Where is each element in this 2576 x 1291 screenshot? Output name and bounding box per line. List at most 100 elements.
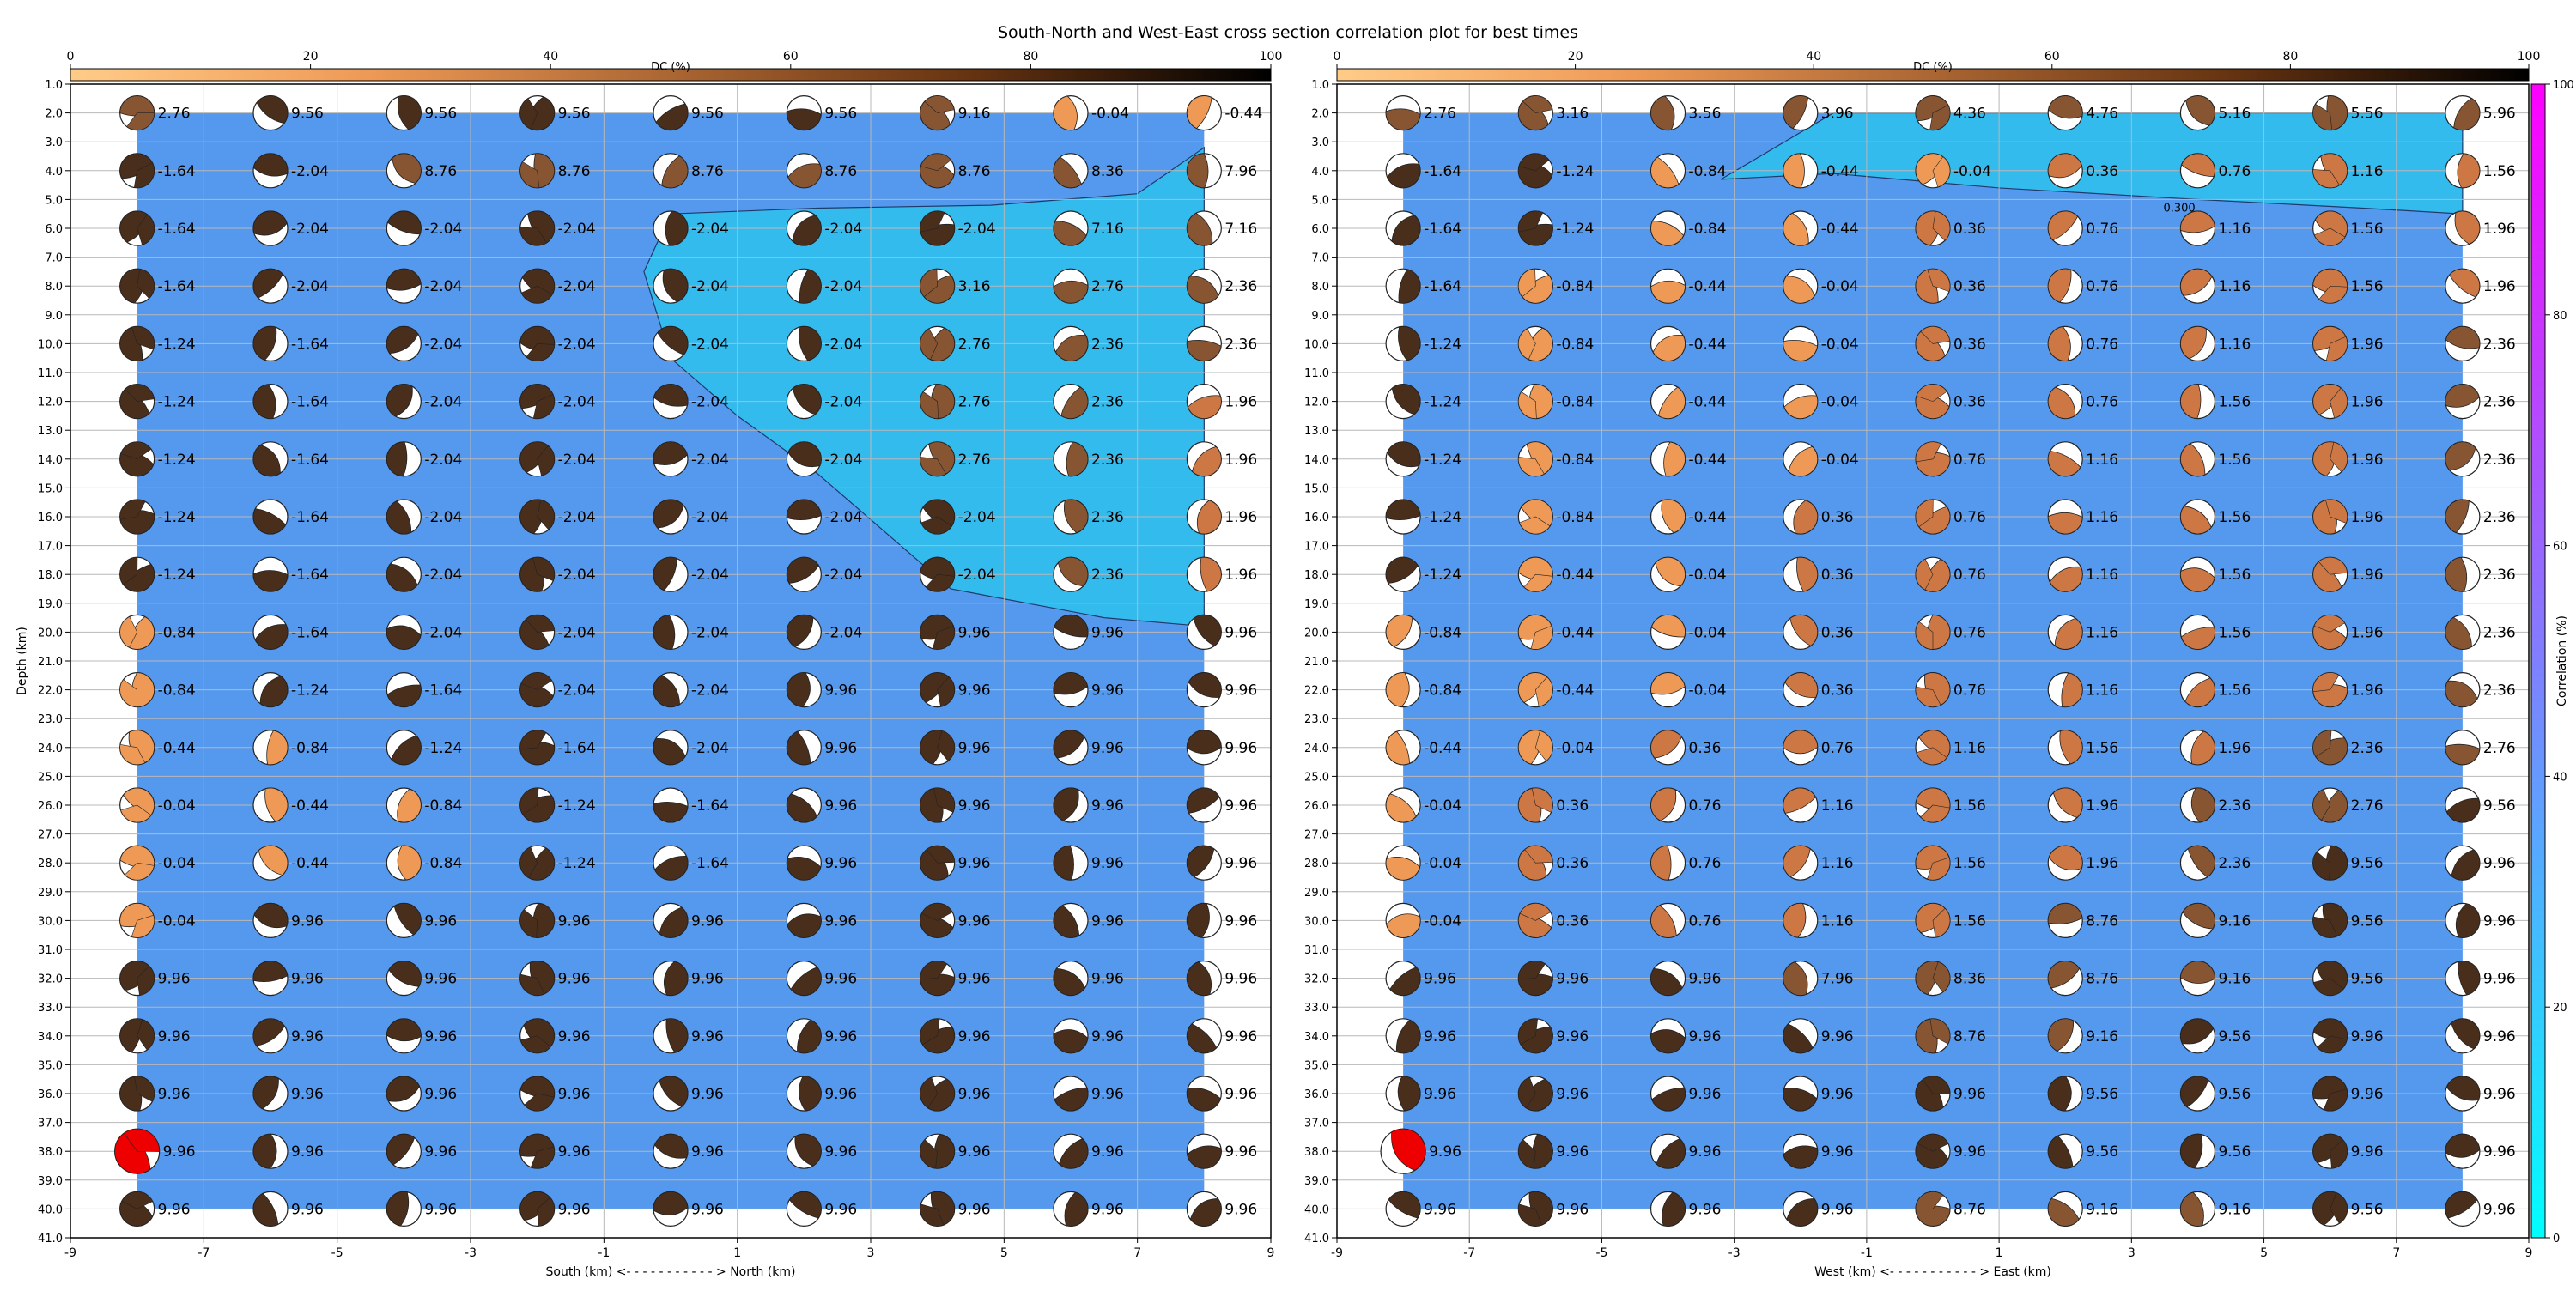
beachball — [2312, 730, 2348, 766]
beachball-compression-quadrant — [519, 787, 539, 815]
beachball-label: -0.44 — [1689, 336, 1727, 353]
beachball-label: -1.24 — [158, 394, 196, 411]
beachball — [1053, 1018, 1089, 1054]
beachball-label: 9.96 — [163, 1143, 196, 1161]
beachball-label: 9.96 — [291, 1086, 324, 1103]
beachball-compression-quadrant — [2445, 616, 2472, 650]
beachball-compression-quadrant — [258, 845, 289, 876]
beachball-compression-quadrant — [1058, 1138, 1089, 1169]
beachball — [1783, 153, 1819, 189]
beachball-compression-quadrant — [1518, 268, 1536, 298]
beachball-compression-quadrant — [2454, 210, 2481, 245]
beachball-label: -1.24 — [291, 682, 329, 700]
beachball-compression-quadrant — [519, 227, 547, 246]
beachball — [1385, 441, 1421, 477]
beachball — [2179, 268, 2216, 304]
beachball-compression-quadrant — [2445, 680, 2478, 707]
beachball-compression-quadrant — [1200, 556, 1222, 592]
beachball-compression-quadrant — [1187, 1145, 1222, 1169]
beachball-compression-quadrant — [519, 730, 547, 750]
y-tick-label: 24.0 — [1304, 742, 1329, 755]
beachball — [1915, 845, 1951, 881]
beachball-label: 9.96 — [824, 912, 857, 930]
beachball-label: 9.96 — [1224, 971, 1257, 988]
y-tick-label: 35.0 — [1304, 1059, 1329, 1072]
beachball-compression-quadrant — [252, 1133, 277, 1169]
beachball-compression-quadrant — [653, 615, 676, 650]
beachball-label: 9.96 — [824, 971, 857, 988]
beachball — [1186, 325, 1222, 361]
beachball-compression-quadrant — [119, 616, 138, 648]
beachball-compression-quadrant — [654, 855, 689, 881]
beachball-compression-quadrant — [1053, 968, 1086, 996]
beachball-label: 9.96 — [1556, 1086, 1589, 1103]
beachball-label: 1.56 — [2218, 452, 2251, 469]
beachball-compression-quadrant — [920, 1203, 945, 1227]
beachball — [653, 1191, 689, 1227]
beachball — [2179, 902, 2216, 939]
beachball — [1649, 902, 1686, 939]
beachball-compression-quadrant — [1650, 730, 1682, 759]
beachball-label: -2.04 — [424, 509, 462, 526]
beachball-compression-quadrant — [1915, 621, 1934, 650]
beachball-compression-quadrant — [525, 615, 555, 633]
beachball-label: 9.96 — [1224, 1143, 1257, 1161]
beachball-compression-quadrant — [1186, 340, 1222, 361]
beachball — [1186, 614, 1222, 651]
beachball-label: 9.96 — [1689, 1086, 1722, 1103]
beachball-label: 0.76 — [2086, 278, 2118, 295]
beachball-compression-quadrant — [2312, 672, 2340, 693]
beachball-compression-quadrant — [1783, 153, 1805, 189]
beachball — [1915, 730, 1951, 766]
beachball-label: 1.96 — [2351, 624, 2384, 641]
beachball — [119, 614, 155, 651]
beachball-label: -2.04 — [424, 278, 462, 295]
beachball-label: 9.96 — [424, 1028, 457, 1046]
beachball-label: 1.56 — [2218, 567, 2251, 584]
beachball — [1186, 671, 1222, 708]
beachball-compression-quadrant — [1932, 156, 1951, 188]
beachball — [653, 210, 689, 246]
y-tick-label: 9.0 — [45, 310, 63, 323]
beachball-compression-quadrant — [2318, 556, 2348, 575]
beachball-compression-quadrant — [119, 499, 146, 520]
beachball-compression-quadrant — [653, 556, 677, 591]
dc-colorbar-label: DC (%) — [1913, 61, 1953, 74]
beachball-label: 9.96 — [1556, 1201, 1589, 1218]
beachball-label: -1.24 — [558, 855, 596, 872]
y-tick-label: 5.0 — [1311, 194, 1329, 207]
beachball — [1783, 902, 1819, 939]
beachball-compression-quadrant — [1385, 615, 1413, 647]
beachball-label: -0.44 — [1556, 682, 1594, 700]
beachball-compression-quadrant — [2047, 153, 2082, 179]
beachball-compression-quadrant — [1916, 747, 1947, 766]
beachball-label: 3.16 — [1556, 106, 1589, 123]
beachball — [1517, 153, 1553, 189]
beachball-label: 0.36 — [1689, 740, 1722, 757]
beachball — [1649, 556, 1686, 592]
beachball-compression-quadrant — [1783, 787, 1816, 814]
beachball-compression-quadrant — [1650, 672, 1686, 695]
beachball-compression-quadrant — [2187, 845, 2215, 878]
beachball — [1649, 730, 1686, 766]
beachball-compression-quadrant — [1915, 1191, 1944, 1209]
beachball-compression-quadrant — [920, 1076, 938, 1109]
beachball-label: -0.84 — [1689, 163, 1727, 180]
beachball-compression-quadrant — [1783, 903, 1807, 938]
beachball-label: 2.36 — [1224, 278, 1257, 295]
beachball — [920, 268, 956, 304]
beachball-compression-quadrant — [653, 675, 681, 707]
beachball-compression-quadrant — [926, 845, 955, 864]
beachball-compression-quadrant — [1783, 212, 1809, 246]
beachball-label: -0.44 — [1224, 106, 1262, 123]
beachball-label: -0.44 — [1689, 509, 1727, 526]
y-tick-label: 31.0 — [1304, 944, 1329, 957]
beachball-label: 2.36 — [2483, 682, 2516, 700]
beachball — [2445, 499, 2481, 535]
beachball — [1517, 902, 1553, 939]
beachball-compression-quadrant — [252, 1076, 279, 1110]
beachball-compression-quadrant — [2445, 1133, 2481, 1158]
beachball-compression-quadrant — [920, 391, 939, 419]
beachball — [653, 153, 689, 189]
beachball-compression-quadrant — [920, 961, 948, 979]
